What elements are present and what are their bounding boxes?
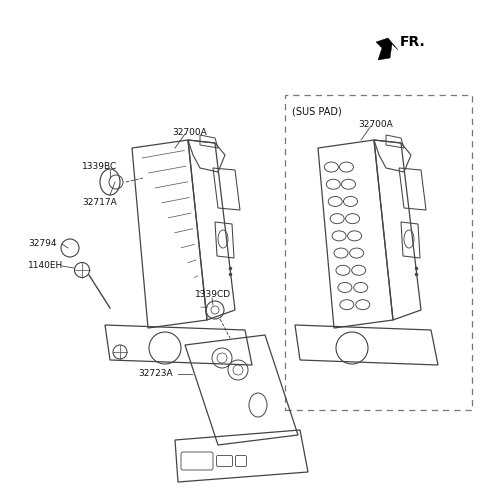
- Text: (SUS PAD): (SUS PAD): [292, 107, 342, 117]
- Text: 32700A: 32700A: [359, 120, 394, 129]
- Text: 1140EH: 1140EH: [28, 260, 63, 269]
- Text: 32700A: 32700A: [173, 128, 207, 137]
- Text: 32717A: 32717A: [82, 198, 117, 207]
- Text: 32794: 32794: [28, 239, 57, 248]
- Bar: [285, 95, 472, 410]
- Text: 1339CD: 1339CD: [195, 290, 231, 299]
- Text: 32723A: 32723A: [138, 369, 173, 379]
- Text: FR.: FR.: [400, 35, 426, 49]
- Text: 1339BC: 1339BC: [82, 162, 117, 171]
- Polygon shape: [376, 38, 398, 60]
